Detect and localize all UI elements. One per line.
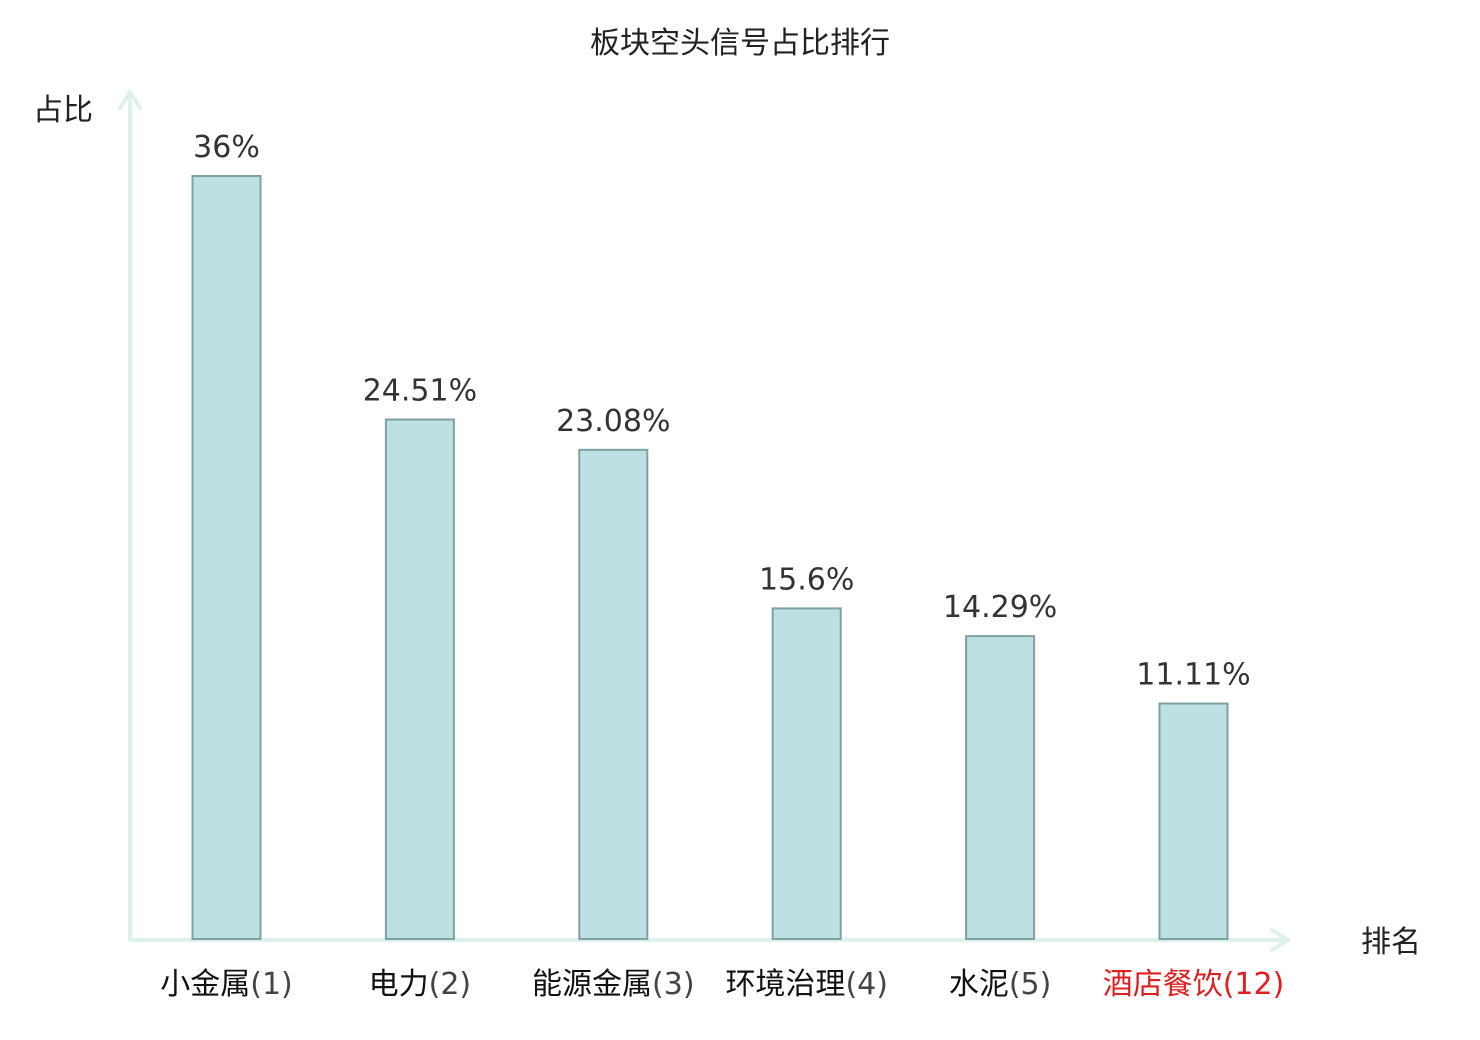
x-tick-label: 能源金属(3) (532, 967, 695, 1002)
x-tick-name: 小金属 (160, 967, 250, 1002)
x-tick-label: 电力(2) (369, 967, 472, 1002)
y-axis-label: 占比 (33, 93, 93, 128)
x-tick-name: 水泥 (949, 967, 1009, 1002)
bar-value-label: 11.11% (1136, 658, 1250, 693)
x-tick-name: 环境治理 (725, 967, 845, 1002)
bar (191, 175, 262, 940)
bar (578, 448, 649, 940)
bar-value-label: 36% (193, 130, 260, 165)
bar-value-label: 23.08% (556, 404, 670, 439)
x-tick-rank: (4) (845, 967, 888, 1002)
x-tick-rank: (5) (1009, 967, 1052, 1002)
chart-title: 板块空头信号占比排行 (590, 26, 890, 61)
bar (1158, 702, 1229, 940)
x-tick-rank: (12) (1223, 967, 1285, 1002)
bar-value-label: 24.51% (363, 374, 477, 409)
bar (771, 607, 842, 940)
x-axis-arrow (1270, 928, 1290, 952)
x-tick-rank: (1) (250, 967, 293, 1002)
x-axis-label: 排名 (1361, 925, 1421, 960)
x-tick-rank: (2) (429, 967, 472, 1002)
x-tick-name: 能源金属 (532, 967, 652, 1002)
bars-group: 36% 小金属(1) 24.51% 电力(2) 23.08% 能源金属(3) 15.6% 环境… (160, 130, 1284, 1002)
x-tick-label: 环境治理(4) (725, 967, 888, 1002)
x-tick-name: 酒店餐饮 (1103, 967, 1223, 1002)
y-axis-arrow (118, 90, 142, 110)
bar-value-label: 14.29% (943, 590, 1057, 625)
x-tick-label: 水泥(5) (949, 967, 1052, 1002)
bar (965, 635, 1036, 941)
bar (384, 418, 455, 940)
x-tick-name: 电力 (369, 967, 429, 1002)
x-tick-rank: (3) (652, 967, 695, 1002)
x-tick-label: 小金属(1) (160, 967, 293, 1002)
x-tick-label: 酒店餐饮(12) (1103, 967, 1285, 1002)
bar-value-label: 15.6% (759, 562, 854, 597)
